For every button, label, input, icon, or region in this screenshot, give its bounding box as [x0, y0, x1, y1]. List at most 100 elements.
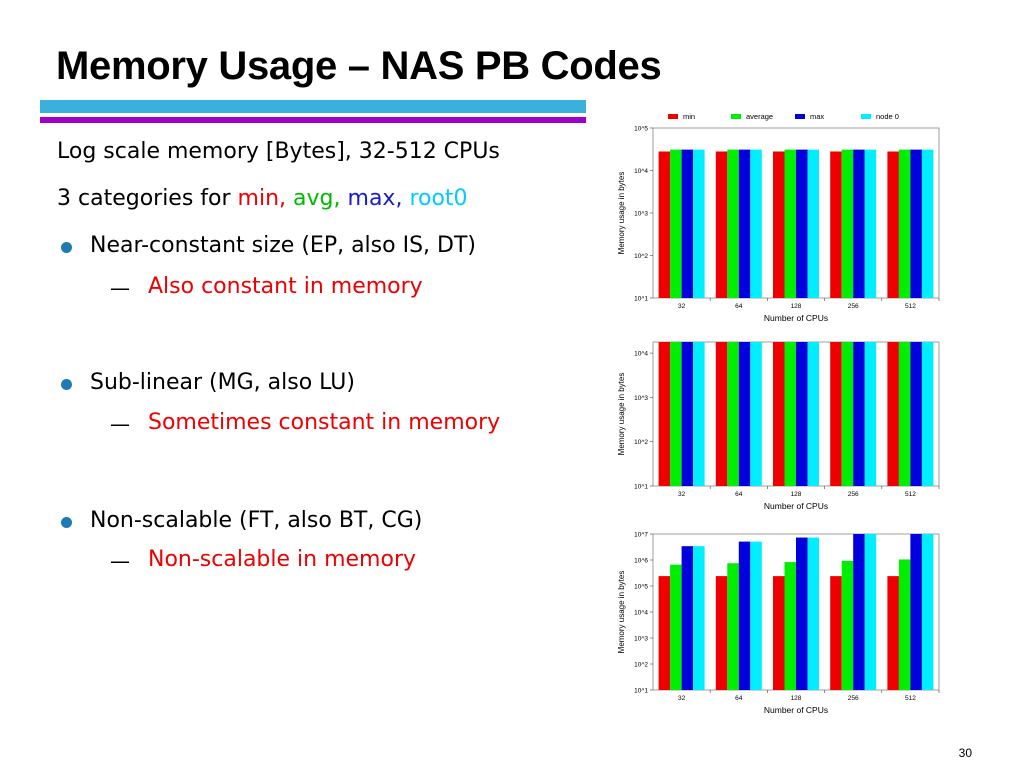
dash-1: — — [110, 276, 130, 300]
legend-swatch-max — [795, 114, 805, 119]
bar-average-128 — [784, 562, 796, 690]
bar-max-512 — [910, 342, 922, 486]
x-tick-label: 64 — [735, 695, 743, 702]
slide-title: Memory Usage – NAS PB Codes — [56, 44, 662, 88]
category-root0: root0 — [409, 186, 468, 211]
y-tick-label: 10^1 — [634, 296, 648, 303]
bar-min-128 — [773, 576, 785, 690]
bar-min-512 — [887, 342, 899, 486]
memory-bar-chart-3: 10^1 10^2 10^3 10^4 10^5 10^6 10^7 32 64 128 256 51… — [617, 532, 940, 715]
bar-node0-32 — [693, 149, 705, 298]
bar-min-64 — [715, 342, 728, 486]
bullet-dot — [61, 379, 72, 390]
bullet-dot — [61, 517, 72, 528]
categories-prefix: 3 categories for — [57, 186, 238, 211]
bullet-dot — [61, 242, 72, 253]
memory-bar-chart-1: 10^1 10^2 10^3 10^4 10^5 32 64 128 256 512 Number … — [617, 112, 940, 323]
legend-label: node 0 — [876, 112, 899, 121]
bar-max-64 — [738, 342, 751, 486]
bullet-2-sub: Sometimes constant in memory — [148, 410, 501, 435]
bar-node0-32 — [693, 546, 705, 690]
bar-node0-128 — [807, 342, 819, 486]
y-tick-label: 10^1 — [634, 688, 648, 695]
y-tick-label: 10^3 — [634, 636, 648, 643]
bar-min-32 — [658, 576, 671, 690]
x-tick-label: 512 — [905, 491, 916, 498]
bar-average-32 — [670, 564, 682, 690]
page-number: 30 — [958, 746, 972, 760]
dash-3: — — [110, 549, 130, 573]
bar-max-32 — [681, 149, 694, 298]
bar-node0-512 — [921, 534, 934, 690]
bar-average-512 — [898, 149, 911, 298]
bar-node0-256 — [864, 342, 877, 486]
legend-label: min — [683, 112, 695, 121]
x-tick-label: 64 — [735, 303, 743, 310]
dash-2: — — [110, 412, 130, 436]
category-min: min — [237, 186, 280, 211]
legend-swatch-min — [668, 114, 678, 119]
bar-average-32 — [670, 149, 682, 298]
bullet-3-sub: Non-scalable in memory — [148, 547, 417, 572]
category-avg: avg — [293, 186, 334, 211]
category-max: max — [347, 186, 396, 211]
bar-max-128 — [796, 149, 808, 298]
bar-max-64 — [738, 541, 751, 690]
bar-node0-512 — [921, 149, 934, 298]
x-tick-label: 32 — [678, 695, 686, 702]
y-tick-label: 10^5 — [634, 584, 648, 591]
y-tick-label: 10^4 — [634, 610, 648, 617]
bar-min-32 — [658, 151, 671, 298]
chart-sub-linear: 10^1 10^2 10^3 10^4 32 64 128 256 512 Number of C… — [608, 336, 944, 514]
y-axis-label: Memory usage in bytes — [617, 172, 626, 255]
bar-average-32 — [670, 342, 682, 486]
sep: , — [279, 186, 287, 211]
bar-node0-512 — [921, 342, 934, 486]
legend-label: average — [746, 112, 773, 121]
memory-bar-chart-2: 10^1 10^2 10^3 10^4 32 64 128 256 512 Number of C… — [617, 341, 940, 511]
bar-average-512 — [898, 559, 911, 690]
y-tick-label: 10^7 — [634, 532, 648, 539]
bar-max-256 — [853, 149, 865, 298]
y-axis-label: Memory usage in bytes — [617, 373, 626, 456]
bar-average-256 — [841, 342, 854, 486]
y-axis-label: Memory usage in bytes — [617, 571, 626, 654]
bar-average-512 — [898, 342, 911, 486]
bar-max-512 — [910, 149, 922, 298]
bar-max-512 — [910, 534, 922, 690]
x-axis-label: Number of CPUs — [764, 313, 828, 323]
scale-description: Log scale memory [Bytes], 32-512 CPUs — [57, 139, 500, 164]
chart-non-scalable: 10^1 10^2 10^3 10^4 10^5 10^6 10^7 32 64 128 256 51… — [608, 522, 944, 720]
x-axis-label: Number of CPUs — [764, 501, 828, 511]
x-tick-label: 512 — [905, 695, 916, 702]
bar-average-128 — [784, 149, 796, 298]
bar-min-128 — [773, 151, 785, 298]
y-tick-label: 10^2 — [634, 253, 648, 260]
bar-node0-128 — [807, 537, 819, 690]
bar-node0-256 — [864, 149, 877, 298]
x-tick-label: 64 — [735, 491, 743, 498]
bar-average-64 — [727, 149, 739, 298]
bar-max-32 — [681, 546, 694, 690]
bar-average-64 — [727, 563, 739, 690]
bar-max-256 — [853, 342, 865, 486]
legend-swatch-node0 — [861, 114, 871, 119]
bar-max-128 — [796, 537, 808, 690]
bar-min-64 — [715, 576, 728, 690]
legend-swatch-average — [731, 114, 741, 119]
bar-average-256 — [841, 149, 854, 298]
y-tick-label: 10^2 — [634, 662, 648, 669]
bar-node0-64 — [750, 342, 762, 486]
y-tick-label: 10^4 — [634, 168, 648, 175]
bullet-2-text: Sub-linear (MG, also LU) — [90, 370, 355, 395]
x-tick-label: 32 — [678, 303, 686, 310]
x-tick-label: 256 — [848, 695, 859, 702]
bar-min-256 — [830, 576, 842, 690]
bar-node0-256 — [864, 534, 877, 690]
bar-max-32 — [681, 342, 694, 486]
bullet-1-sub: Also constant in memory — [148, 274, 423, 299]
y-tick-label: 10^2 — [634, 439, 648, 446]
x-tick-label: 256 — [848, 303, 859, 310]
x-tick-label: 128 — [791, 695, 802, 702]
y-tick-label: 10^5 — [634, 126, 648, 133]
